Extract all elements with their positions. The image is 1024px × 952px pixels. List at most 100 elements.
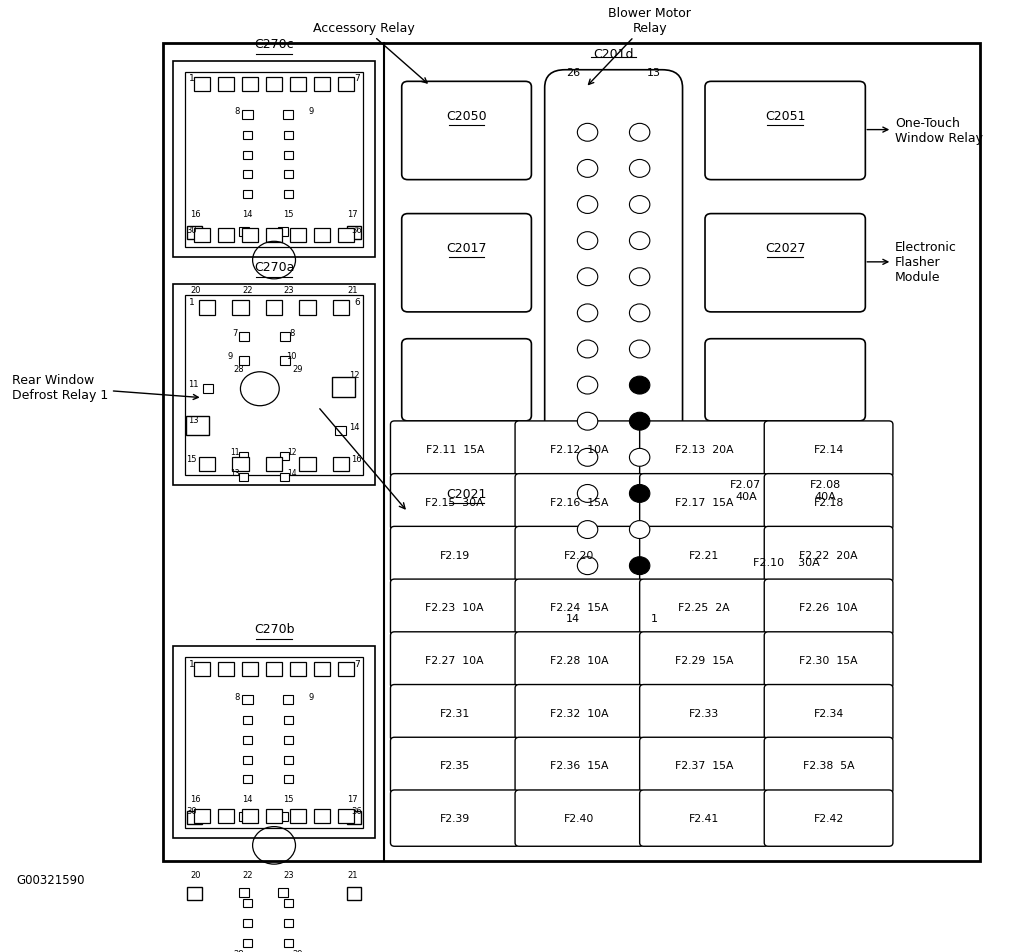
Bar	[346, 811, 360, 824]
Text: F2.31: F2.31	[439, 708, 470, 718]
Bar	[284, 717, 293, 724]
Bar	[290, 663, 306, 677]
Bar	[243, 368, 253, 378]
Text: F2.12  10A: F2.12 10A	[550, 445, 608, 455]
Text: F2.41: F2.41	[689, 813, 719, 823]
FancyBboxPatch shape	[401, 339, 531, 422]
Text: Electronic
Flasher
Module: Electronic Flasher Module	[867, 241, 956, 284]
Text: 13: 13	[188, 415, 199, 425]
Text: 21: 21	[347, 286, 358, 295]
Text: 15: 15	[186, 454, 197, 464]
FancyBboxPatch shape	[764, 632, 893, 688]
Text: C2017: C2017	[446, 242, 486, 254]
Text: 20: 20	[190, 870, 201, 880]
Text: One-Touch
Window Relay: One-Touch Window Relay	[867, 116, 983, 145]
Bar	[195, 228, 211, 243]
Bar	[185, 296, 362, 475]
FancyBboxPatch shape	[390, 684, 519, 741]
Bar	[284, 368, 294, 378]
Text: 7: 7	[232, 328, 238, 338]
Text: 16: 16	[190, 795, 201, 803]
FancyBboxPatch shape	[515, 790, 644, 846]
Bar	[187, 303, 202, 315]
Text: F2.27  10A: F2.27 10A	[426, 655, 484, 665]
FancyBboxPatch shape	[515, 474, 644, 530]
Bar	[239, 304, 249, 312]
Text: F2.35: F2.35	[439, 761, 470, 770]
FancyBboxPatch shape	[705, 339, 865, 422]
FancyBboxPatch shape	[515, 422, 644, 478]
Text: 36: 36	[351, 806, 362, 815]
Bar	[243, 315, 252, 323]
FancyBboxPatch shape	[401, 214, 531, 312]
Text: 30: 30	[186, 226, 197, 235]
Bar	[346, 227, 360, 239]
Text: Rear Window
Defrost Relay 1: Rear Window Defrost Relay 1	[11, 373, 199, 402]
Circle shape	[630, 377, 650, 395]
Text: 1: 1	[650, 613, 657, 623]
Circle shape	[578, 449, 598, 466]
Bar	[313, 228, 330, 243]
Circle shape	[578, 341, 598, 359]
Bar	[290, 809, 306, 823]
Text: Accessory Relay: Accessory Relay	[313, 22, 427, 84]
Bar	[239, 356, 249, 366]
Text: F2.29  15A: F2.29 15A	[675, 655, 733, 665]
FancyBboxPatch shape	[390, 580, 519, 636]
Bar	[242, 663, 258, 677]
Circle shape	[630, 485, 650, 503]
Bar	[243, 131, 252, 140]
Bar	[284, 110, 294, 120]
Text: C2051: C2051	[765, 109, 806, 123]
Circle shape	[630, 124, 650, 142]
Bar	[284, 756, 293, 764]
Text: Blower Motor
Relay: Blower Motor Relay	[589, 7, 691, 86]
Circle shape	[630, 160, 650, 178]
FancyBboxPatch shape	[390, 526, 519, 583]
Text: F2.36  15A: F2.36 15A	[550, 761, 608, 770]
Bar	[313, 78, 330, 92]
FancyBboxPatch shape	[545, 70, 683, 620]
Circle shape	[578, 160, 598, 178]
FancyBboxPatch shape	[390, 474, 519, 530]
Text: 6: 6	[354, 297, 359, 307]
FancyBboxPatch shape	[390, 422, 519, 478]
Bar	[280, 333, 290, 342]
Text: C2021: C2021	[446, 487, 486, 500]
Circle shape	[630, 413, 650, 430]
Bar	[218, 228, 234, 243]
Text: F2.11  15A: F2.11 15A	[426, 445, 484, 455]
Bar	[335, 426, 345, 436]
Circle shape	[630, 341, 650, 359]
Bar	[239, 812, 249, 822]
Circle shape	[578, 485, 598, 503]
FancyBboxPatch shape	[764, 526, 893, 583]
Bar	[338, 663, 354, 677]
FancyBboxPatch shape	[515, 580, 644, 636]
Text: 12: 12	[349, 370, 360, 380]
FancyBboxPatch shape	[640, 684, 768, 741]
Text: F2.18: F2.18	[813, 497, 844, 507]
Text: F2.20: F2.20	[564, 550, 595, 560]
Bar	[232, 457, 249, 471]
Bar	[243, 334, 252, 343]
Text: 14: 14	[287, 468, 297, 478]
FancyBboxPatch shape	[515, 684, 644, 741]
FancyBboxPatch shape	[640, 790, 768, 846]
Bar	[281, 474, 290, 482]
Bar	[290, 228, 306, 243]
Text: F2.40: F2.40	[564, 813, 595, 823]
Text: F2.19: F2.19	[439, 550, 470, 560]
Text: C270a: C270a	[254, 261, 294, 274]
Text: 8: 8	[234, 692, 240, 701]
Text: 28: 28	[233, 949, 244, 952]
Text: F2.38  5A: F2.38 5A	[803, 761, 854, 770]
Bar	[284, 354, 293, 362]
Bar	[243, 756, 252, 764]
Bar	[195, 663, 211, 677]
Bar	[338, 228, 354, 243]
Bar	[173, 285, 375, 486]
Bar	[243, 110, 253, 120]
Text: F2.10    30A: F2.10 30A	[754, 558, 820, 567]
Bar	[243, 151, 252, 160]
